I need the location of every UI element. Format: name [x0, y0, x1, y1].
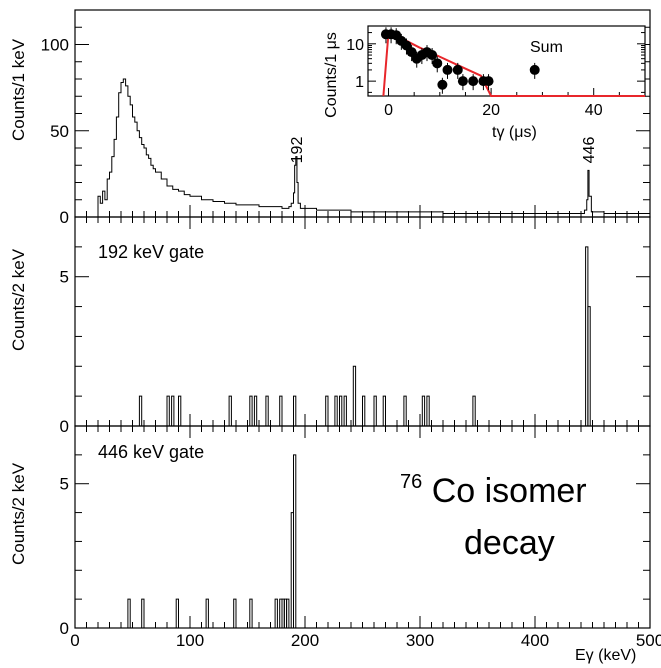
gate-bin [403, 395, 407, 426]
y-tick-label: 5 [60, 268, 69, 287]
gate-bin [472, 395, 476, 426]
peak-label-446: 446 [581, 137, 598, 164]
gate-bin [293, 454, 297, 628]
gate-bin [587, 306, 591, 426]
bot-histogram [127, 454, 297, 628]
y-tick-label: 50 [50, 122, 69, 141]
inset-point [468, 76, 479, 87]
inset-x-tick-label: 40 [585, 102, 603, 119]
inset-x-tick-label: 20 [482, 102, 500, 119]
gate-bin [325, 395, 329, 426]
gate-bin [334, 395, 338, 426]
isomer-label: 76 Co isomer [400, 458, 587, 510]
gate-bin [279, 395, 283, 426]
inset-point [483, 76, 494, 87]
x-axis-label: Eγ (keV) [575, 647, 636, 664]
gate-bin [373, 395, 377, 426]
gate-bin [274, 598, 278, 628]
gate-bin [249, 395, 253, 426]
gate-bin [343, 395, 347, 426]
x-tick-label: 0 [70, 631, 79, 650]
y-tick-label: 0 [60, 619, 69, 638]
mid-annotation: 192 keV gate [98, 242, 204, 262]
bot-annotation: 446 keV gate [98, 442, 204, 462]
y-tick-label: 0 [60, 208, 69, 227]
inset-point [452, 64, 463, 75]
inset-y-tick-label: 1 [355, 74, 364, 91]
isomer-label-line2: decay [464, 524, 555, 562]
x-tick-label: 400 [521, 631, 549, 650]
inset-frame [367, 25, 646, 97]
inset-decay-curve: Sum Counts/1 μs tγ (μs) 0 20 40 1 10 [323, 25, 646, 141]
gate-bin [339, 395, 343, 426]
peak-label-192: 192 [289, 137, 306, 164]
panel-446-gate: 446 keV gate Counts/2 keV 050 100 200 300 40… [9, 425, 661, 664]
gate-bin [171, 395, 175, 426]
mid-axes: 05 [60, 216, 651, 436]
panel-192-gate: 192 keV gate Counts/2 keV 05 [9, 216, 651, 436]
isomer-element: Co isomer [432, 472, 587, 510]
inset-data-points [380, 27, 540, 94]
mid-histogram [138, 246, 591, 426]
gate-bin [426, 395, 430, 426]
inset-y-tick-label: 10 [346, 37, 364, 54]
mid-ylabel: Counts/2 keV [9, 248, 28, 351]
y-tick-label: 5 [60, 475, 69, 494]
gate-bin [175, 598, 179, 628]
gate-bin [421, 395, 426, 426]
gate-bin [249, 598, 253, 628]
gate-bin [382, 395, 386, 426]
gate-bin [127, 598, 131, 628]
gate-bin [178, 395, 182, 426]
inset-axes: 0 20 40 1 10 [346, 25, 646, 119]
bot-ylabel: Counts/2 keV [9, 462, 28, 565]
gate-bin [138, 395, 143, 426]
top-ylabel: Counts/1 keV [9, 38, 28, 141]
x-tick-label: 200 [291, 631, 319, 650]
inset-point [442, 64, 453, 75]
inset-point [457, 76, 468, 87]
inset-point [437, 79, 448, 90]
gate-bin [228, 395, 232, 426]
inset-point [529, 64, 540, 75]
x-tick-label: 300 [406, 631, 434, 650]
isomer-mass-number: 76 [400, 471, 422, 493]
inset-point [427, 50, 438, 61]
gate-bin [265, 395, 269, 426]
gate-bin [253, 395, 258, 426]
inset-ylabel: Counts/1 μs [323, 32, 340, 118]
inset-x-tick-label: 0 [384, 102, 393, 119]
gate-bin [286, 598, 290, 628]
inset-point [432, 58, 443, 69]
bot-axes: 050 100 200 300 400 500 [60, 425, 661, 650]
inset-title: Sum [530, 39, 563, 56]
gate-bin [352, 365, 357, 426]
gate-bin [293, 395, 297, 426]
inset-xlabel: tγ (μs) [492, 124, 537, 141]
x-tick-label: 500 [636, 631, 661, 650]
y-tick-label: 100 [41, 36, 69, 55]
y-tick-label: 0 [60, 417, 69, 436]
gate-bin [362, 395, 366, 426]
top-spectrum-line [97, 78, 650, 217]
gate-bin [166, 395, 170, 426]
top-histogram [97, 78, 650, 217]
x-tick-label: 100 [176, 631, 204, 650]
gate-bin [205, 598, 209, 628]
gate-bin [141, 598, 145, 628]
gate-bin [233, 598, 237, 628]
